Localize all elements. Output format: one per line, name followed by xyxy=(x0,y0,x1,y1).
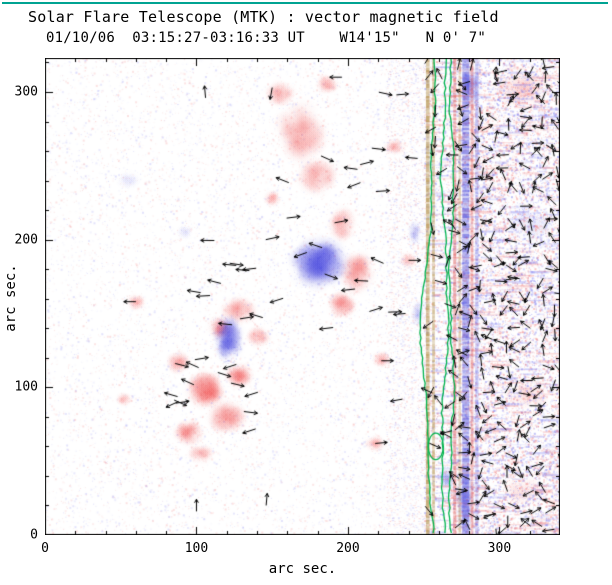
figure-subtitle: 01/10/06 03:15:27-03:16:33 UT W14'15" N … xyxy=(46,30,487,46)
y-tick-label: 0 xyxy=(30,527,38,543)
y-tick-label: 300 xyxy=(14,84,38,100)
x-tick-label: 300 xyxy=(487,541,512,556)
magnetogram-plot xyxy=(45,58,560,535)
figure-title: Solar Flare Telescope (MTK) : vector mag… xyxy=(28,8,499,26)
x-tick-label: 200 xyxy=(336,541,360,556)
top-rule xyxy=(2,2,608,4)
x-axis-label: arc sec. xyxy=(268,561,337,577)
x-tick-label: 100 xyxy=(184,541,209,556)
x-tick-label: 0 xyxy=(41,541,49,556)
y-tick-label: 200 xyxy=(14,232,38,248)
y-tick-label: 100 xyxy=(14,379,38,395)
y-axis-label: arc sec. xyxy=(3,264,19,332)
